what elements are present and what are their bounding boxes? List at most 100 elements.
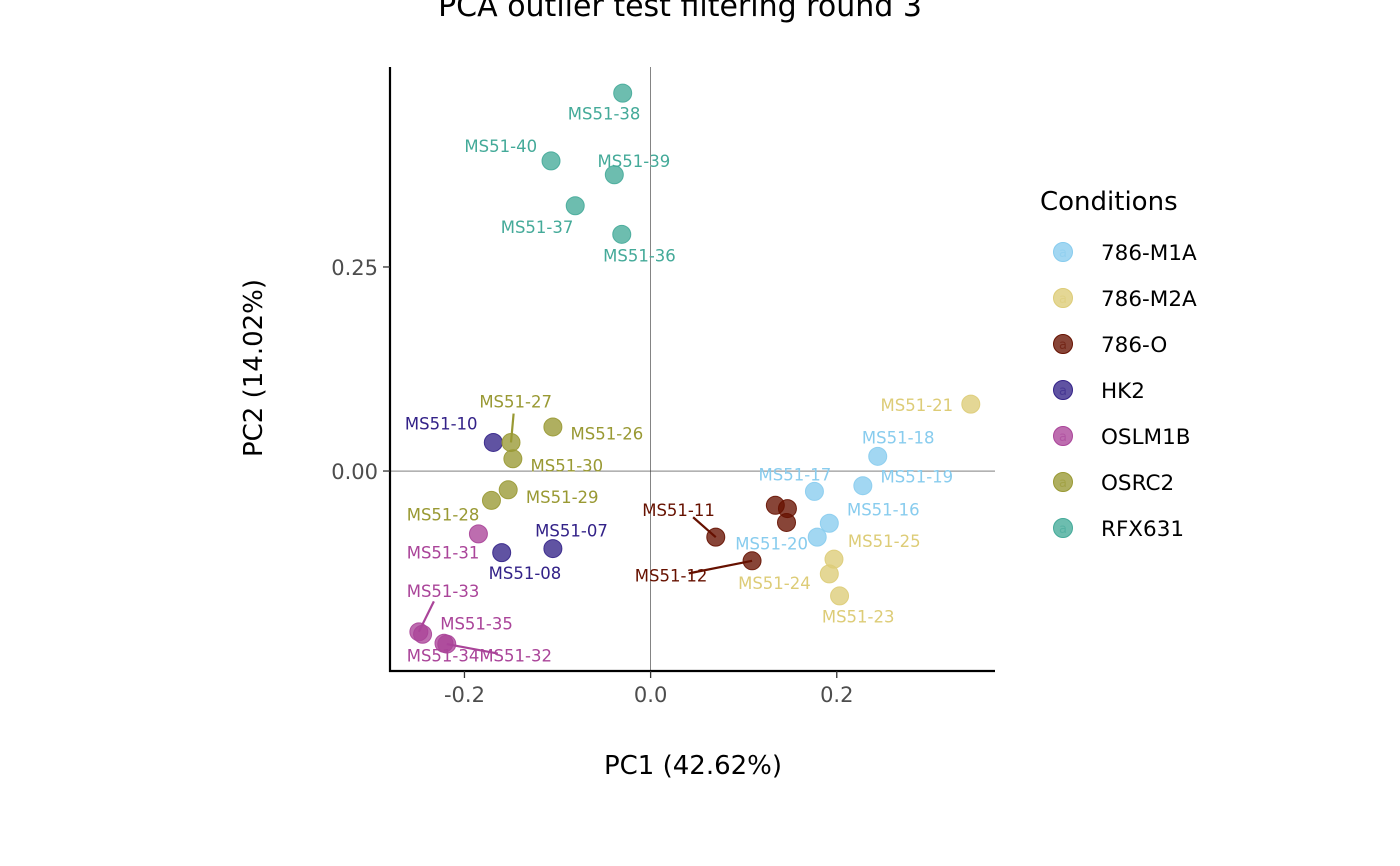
point-label: MS51-37 (501, 218, 574, 237)
point-label: MS51-27 (479, 393, 552, 412)
point-label: MS51-30 (531, 456, 604, 475)
data-point (481, 490, 501, 510)
x-tick-label: 0.0 (634, 683, 667, 707)
data-point (804, 481, 824, 501)
data-point (868, 446, 888, 466)
legend-item: a RFX631 (1053, 517, 1184, 542)
legend-key (1053, 334, 1073, 354)
data-point (543, 417, 563, 437)
point-label: MS51-11 (642, 501, 715, 520)
data-point (501, 432, 521, 452)
y-axis-ticks: 0.00 0.25 (331, 256, 390, 484)
data-point (498, 480, 518, 500)
y-tick-label: 0.25 (331, 256, 378, 280)
point-label: MS51-33 (407, 582, 480, 601)
data-point (807, 527, 827, 547)
legend-label: 786-M2A (1101, 287, 1197, 312)
point-label: MS51-32 (479, 646, 552, 665)
legend-key (1053, 426, 1073, 446)
legend-key-glyph: a (1059, 522, 1067, 537)
legend-key (1053, 242, 1073, 262)
legend-key-glyph: a (1059, 246, 1067, 261)
legend-label: 786-O (1101, 333, 1167, 358)
y-axis-title: PC2 (14.02%) (239, 279, 269, 457)
data-point (612, 224, 632, 244)
legend-key-glyph: a (1059, 384, 1067, 399)
legend-label: RFX631 (1101, 517, 1184, 542)
point-label: MS51-19 (880, 468, 953, 487)
axes: -0.2 0.0 0.2 0.00 0.25 (331, 67, 995, 707)
legend-key-glyph: a (1059, 338, 1067, 353)
point-label: MS51-21 (880, 396, 953, 415)
data-point (961, 394, 981, 414)
point-label: MS51-28 (407, 505, 480, 524)
legend-item: a OSRC2 (1053, 471, 1174, 496)
point-label: MS51-36 (603, 247, 676, 266)
point-label: MS51-10 (405, 415, 478, 434)
legend-key (1053, 288, 1073, 308)
legend-key-glyph: a (1059, 430, 1067, 445)
data-point (819, 513, 839, 533)
point-label: MS51-38 (568, 105, 641, 124)
x-axis-ticks: -0.2 0.0 0.2 (444, 671, 853, 707)
chart-title: PCA outlier test filtering round 3 (438, 0, 922, 24)
legend: Conditions a 786-M1A a 786-M2A a 786-O a HK2 a OS… (1040, 187, 1197, 542)
point-label: MS51-16 (847, 500, 920, 519)
data-point (565, 196, 585, 216)
point-label: MS51-39 (598, 152, 671, 171)
label-leader-line (688, 559, 753, 575)
data-point (413, 624, 433, 644)
point-label: MS51-26 (571, 424, 644, 443)
data-points (409, 83, 981, 654)
point-label: MS51-08 (489, 564, 562, 583)
legend-label: 786-M1A (1101, 241, 1197, 266)
data-point (604, 165, 624, 185)
data-point (468, 524, 488, 544)
legend-label: HK2 (1101, 379, 1145, 404)
point-labels: MS51-16 MS51-17 MS51-18 MS51-19 MS51-20 MS51-… (405, 105, 953, 666)
data-point (742, 551, 762, 571)
y-tick-label: 0.00 (331, 460, 378, 484)
data-point (541, 151, 561, 171)
legend-key-glyph: a (1059, 476, 1067, 491)
data-point (483, 432, 503, 452)
legend-item: a 786-M1A (1053, 241, 1197, 266)
legend-label: OSLM1B (1101, 425, 1191, 450)
legend-title: Conditions (1040, 187, 1178, 217)
plot-panel: MS51-16 MS51-17 MS51-18 MS51-19 MS51-20 MS51-… (390, 67, 995, 671)
x-tick-label: 0.2 (820, 683, 853, 707)
point-label: MS51-07 (535, 522, 608, 541)
point-label: MS51-31 (407, 544, 480, 563)
point-label: MS51-25 (848, 532, 921, 551)
data-point (777, 512, 797, 532)
data-point (853, 476, 873, 496)
x-tick-label: -0.2 (444, 683, 485, 707)
point-label: MS51-29 (526, 488, 599, 507)
point-label: MS51-23 (822, 607, 895, 626)
data-point (434, 633, 454, 653)
x-axis-title: PC1 (42.62%) (604, 751, 782, 781)
data-point (706, 527, 726, 547)
label-leader-lines (417, 413, 753, 655)
legend-item: a HK2 (1053, 379, 1145, 404)
data-point (503, 449, 523, 469)
legend-key (1053, 518, 1073, 538)
data-point (613, 83, 633, 103)
point-label: MS51-34 (407, 646, 480, 665)
legend-item: a OSLM1B (1053, 425, 1191, 450)
legend-item: a 786-M2A (1053, 287, 1197, 312)
legend-key (1053, 472, 1073, 492)
point-label: MS51-24 (738, 574, 811, 593)
data-point (830, 586, 850, 606)
point-label: MS51-12 (635, 567, 708, 586)
point-label: MS51-17 (759, 465, 832, 484)
point-label: MS51-18 (862, 429, 935, 448)
data-point (492, 543, 512, 563)
legend-key-glyph: a (1059, 292, 1067, 307)
legend-item: a 786-O (1053, 333, 1167, 358)
point-label: MS51-40 (464, 137, 537, 156)
point-label: MS51-20 (735, 535, 808, 554)
point-label: MS51-35 (440, 615, 513, 634)
